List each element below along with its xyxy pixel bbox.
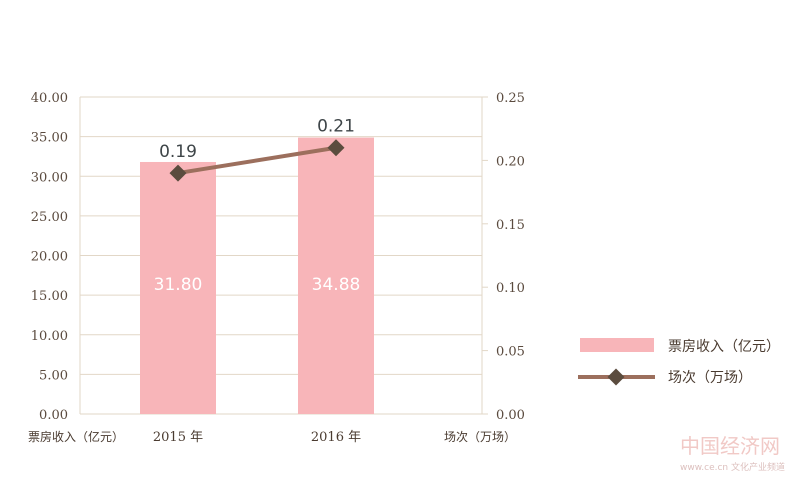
- legend-line-marker: [607, 368, 625, 386]
- right-tick-label: 0.05: [496, 345, 525, 360]
- left-tick-label: 15.00: [31, 289, 68, 304]
- line-marker: [327, 139, 345, 157]
- line-value-labels: 0.19 0.21: [159, 117, 355, 162]
- bar: [298, 137, 374, 415]
- right-tick-label: 0.10: [496, 281, 525, 296]
- left-tick-label: 5.00: [39, 368, 68, 383]
- left-tick-label: 30.00: [31, 170, 68, 185]
- right-tick-label: 0.15: [496, 218, 525, 233]
- x-axis-ticks: 2015 年 2016 年: [153, 430, 361, 445]
- legend-line-label: 场次（万场）: [668, 370, 752, 386]
- bar: [140, 161, 216, 414]
- x-tick-label: 2015 年: [153, 430, 203, 445]
- right-tick-label: 0.20: [496, 154, 525, 169]
- left-axis-title: 票房收入（亿元）: [28, 429, 124, 444]
- bar-series: [140, 137, 374, 415]
- bar-value-label: 31.80: [154, 275, 203, 295]
- right-tick-label: 0.25: [496, 91, 525, 106]
- series-line: [177, 145, 337, 176]
- right-axis-title: 场次（万场）: [444, 430, 516, 444]
- left-tick-label: 25.00: [31, 210, 68, 225]
- right-tick-label: 0.00: [496, 408, 525, 423]
- watermark-sub: www.ce.cn 文化产业频道: [680, 461, 785, 473]
- left-tick-label: 20.00: [31, 250, 68, 265]
- line-marker: [169, 164, 187, 182]
- line-value-label: 0.19: [159, 142, 197, 162]
- legend: 票房收入（亿元） 场次（万场）: [578, 338, 780, 386]
- left-axis-ticks: 0.00 5.00 10.00 15.00 20.00 25.00 30.00 35.00 40…: [31, 91, 68, 423]
- left-tick-label: 10.00: [31, 329, 68, 344]
- line-series: [169, 139, 345, 182]
- right-axis-ticks: 0.00 0.05 0.10 0.15 0.20 0.25: [482, 91, 525, 423]
- legend-bar-label: 票房收入（亿元）: [668, 339, 780, 355]
- watermark-main: 中国经济网: [680, 434, 780, 458]
- legend-bar-swatch: [580, 338, 654, 352]
- left-tick-label: 40.00: [31, 91, 68, 106]
- left-tick-label: 35.00: [31, 131, 68, 146]
- watermark: 中国经济网 www.ce.cn 文化产业频道: [680, 434, 785, 473]
- bar-value-labels: 31.80 34.88: [154, 275, 361, 295]
- x-tick-label: 2016 年: [311, 430, 361, 445]
- line-value-label: 0.21: [317, 117, 355, 137]
- left-tick-label: 0.00: [39, 408, 68, 423]
- bar-value-label: 34.88: [312, 275, 361, 295]
